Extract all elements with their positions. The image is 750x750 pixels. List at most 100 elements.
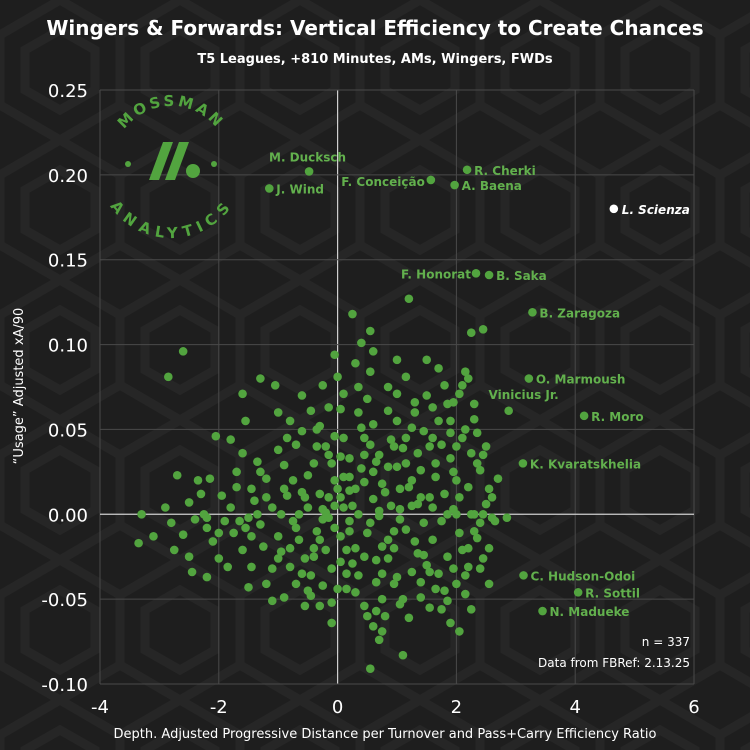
- labeled-data-point: [524, 374, 534, 383]
- data-point: [374, 635, 384, 645]
- data-point: [389, 442, 399, 451]
- labeled-data-point: [450, 180, 459, 190]
- data-point: [309, 552, 319, 562]
- labeled-data-point: [304, 167, 314, 176]
- data-point: [267, 503, 277, 512]
- y-tick-label: 0.15: [48, 251, 88, 272]
- data-point: [214, 528, 224, 538]
- data-point: [166, 518, 176, 528]
- data-point: [327, 598, 336, 607]
- data-point: [327, 459, 336, 468]
- data-point: [351, 588, 360, 597]
- data-point: [404, 482, 414, 492]
- data-point: [416, 593, 426, 602]
- data-point: [377, 542, 387, 551]
- data-point: [422, 355, 432, 365]
- data-point: [172, 470, 182, 480]
- data-point: [348, 309, 357, 319]
- data-point: [440, 381, 449, 390]
- data-point: [309, 459, 319, 468]
- data-point: [410, 408, 420, 417]
- data-point: [291, 579, 301, 589]
- data-point: [371, 457, 381, 466]
- data-point: [363, 611, 372, 621]
- data-points: [134, 165, 619, 674]
- data-point: [434, 364, 443, 373]
- data-point: [342, 584, 351, 594]
- labeled-data-point: [579, 411, 589, 421]
- data-point: [330, 350, 339, 360]
- data-point: [238, 389, 247, 399]
- data-point: [267, 596, 277, 606]
- data-point: [235, 516, 244, 526]
- data-source-note: Data from FBRef: 2.13.25: [538, 656, 690, 670]
- data-point: [321, 545, 331, 555]
- data-point: [336, 493, 345, 502]
- data-point: [475, 564, 485, 573]
- labeled-data-point: [426, 175, 436, 185]
- data-point: [327, 618, 336, 628]
- data-point: [253, 457, 262, 466]
- data-point: [395, 484, 405, 494]
- data-point: [354, 571, 363, 580]
- player-label: N. Madueke: [550, 605, 630, 619]
- data-point: [318, 581, 328, 590]
- data-point: [452, 509, 461, 519]
- data-point: [377, 627, 387, 636]
- data-point: [205, 474, 215, 483]
- data-point: [461, 425, 470, 434]
- data-point: [425, 493, 434, 502]
- data-point: [282, 433, 292, 443]
- data-point: [273, 554, 283, 563]
- data-point: [321, 442, 331, 451]
- data-point: [330, 476, 339, 485]
- data-point: [416, 577, 426, 587]
- data-point: [425, 442, 434, 451]
- data-point: [377, 479, 387, 489]
- data-point: [431, 459, 440, 468]
- data-point: [303, 503, 313, 512]
- data-point: [380, 611, 390, 621]
- data-point: [318, 381, 328, 390]
- data-point: [256, 374, 265, 383]
- data-point: [282, 491, 292, 500]
- data-point: [226, 435, 235, 444]
- x-tick-label: -2: [210, 697, 228, 718]
- data-point: [484, 579, 494, 589]
- data-point: [279, 460, 289, 470]
- data-point: [241, 416, 250, 426]
- data-point: [333, 584, 342, 594]
- data-point: [368, 494, 378, 504]
- data-point: [285, 562, 295, 572]
- y-tick-label: 0.20: [48, 166, 88, 187]
- player-label: J. Wind: [275, 182, 324, 196]
- data-point: [297, 426, 307, 436]
- data-point: [336, 404, 345, 414]
- y-tick-label: -0.10: [41, 675, 88, 696]
- data-point: [487, 493, 497, 502]
- data-point: [178, 530, 188, 539]
- data-point: [461, 367, 470, 377]
- data-point: [398, 594, 408, 604]
- data-point: [410, 537, 420, 546]
- data-point: [484, 484, 494, 494]
- data-point: [452, 442, 461, 451]
- grid-lines: [99, 89, 695, 685]
- data-point: [463, 543, 473, 553]
- data-point: [238, 448, 247, 458]
- data-point: [371, 577, 381, 587]
- data-point: [360, 601, 369, 611]
- data-point: [342, 569, 351, 578]
- player-label: O. Marmoush: [536, 373, 626, 387]
- x-tick-label: 0: [332, 697, 343, 718]
- data-point: [371, 606, 381, 616]
- data-point: [452, 579, 461, 589]
- sample-size-note: n = 337: [642, 635, 690, 649]
- data-point: [413, 549, 423, 558]
- data-point: [288, 476, 298, 485]
- data-point: [149, 532, 158, 541]
- labeled-data-point: [504, 406, 513, 416]
- data-point: [463, 482, 473, 492]
